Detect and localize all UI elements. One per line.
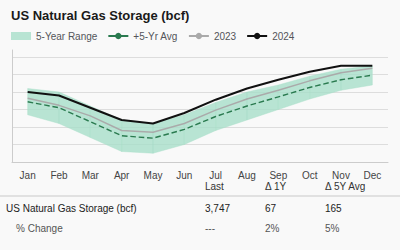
svg-text:2023: 2023 (214, 31, 237, 42)
svg-text:May: May (144, 170, 163, 181)
svg-text:3,747: 3,747 (205, 203, 230, 214)
svg-text:+5-Yr Avg: +5-Yr Avg (133, 31, 177, 42)
svg-text:67: 67 (265, 203, 277, 214)
svg-text:Sep: Sep (269, 170, 287, 181)
svg-text:Mar: Mar (82, 170, 100, 181)
svg-text:Dec: Dec (363, 170, 381, 181)
svg-text:Nov: Nov (332, 170, 350, 181)
svg-text:Jul: Jul (209, 170, 222, 181)
svg-text:2%: 2% (265, 223, 280, 234)
svg-text:5-Year Range: 5-Year Range (36, 31, 98, 42)
svg-text:Last: Last (205, 181, 224, 192)
svg-text:Feb: Feb (50, 170, 68, 181)
svg-text:Jun: Jun (176, 170, 192, 181)
svg-text:Jan: Jan (20, 170, 36, 181)
svg-text:Oct: Oct (302, 170, 318, 181)
svg-text:---: --- (205, 223, 215, 234)
svg-text:US Natural Gas Storage (bcf): US Natural Gas Storage (bcf) (6, 203, 137, 214)
svg-text:US Natural Gas Storage (bcf): US Natural Gas Storage (bcf) (11, 8, 189, 23)
svg-text:165: 165 (325, 203, 342, 214)
svg-text:Apr: Apr (114, 170, 130, 181)
svg-text:Aug: Aug (238, 170, 256, 181)
svg-text:% Change: % Change (16, 223, 63, 234)
svg-text:2024: 2024 (272, 31, 295, 42)
svg-text:5%: 5% (325, 223, 340, 234)
svg-text:Δ 1Y: Δ 1Y (265, 181, 286, 192)
svg-text:Δ 5Y Avg: Δ 5Y Avg (325, 181, 365, 192)
